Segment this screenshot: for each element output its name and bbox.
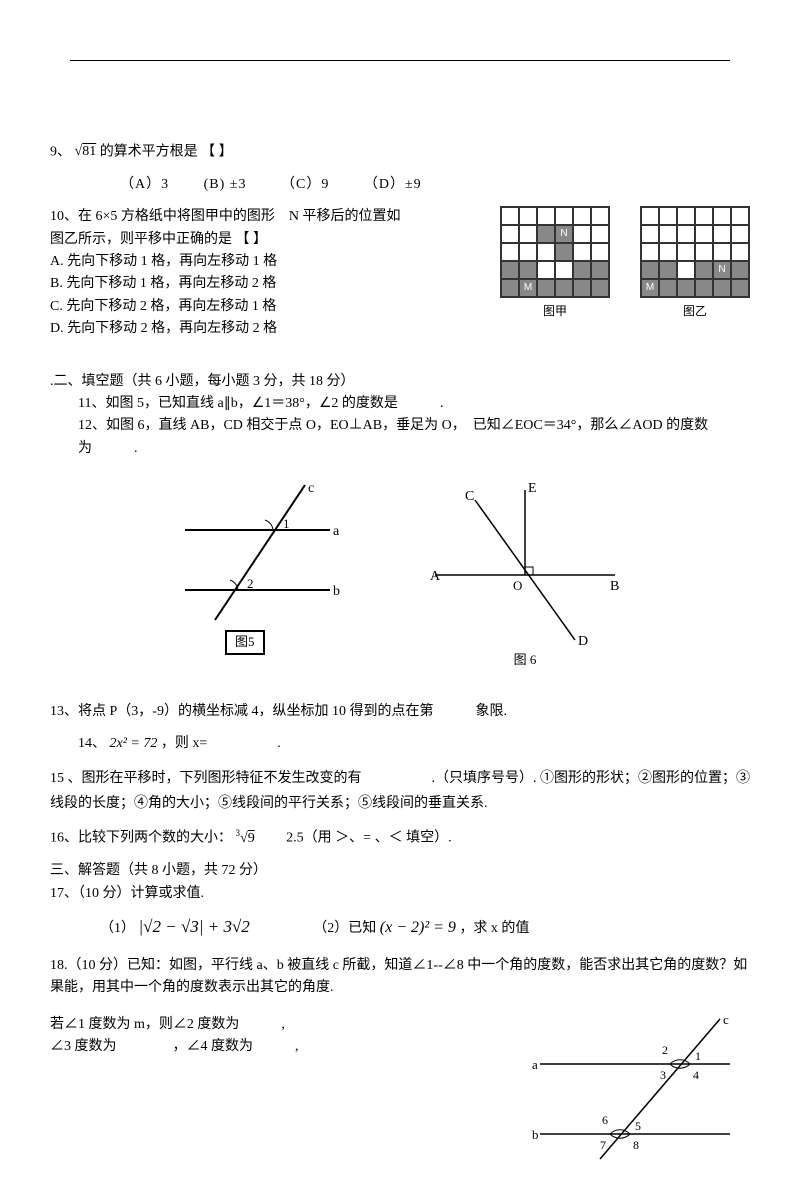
- svg-text:4: 4: [693, 1068, 699, 1082]
- section-3-header: 三、解答题（共 8 小题，共 72 分）: [50, 860, 750, 882]
- svg-text:c: c: [308, 481, 314, 496]
- svg-text:a: a: [532, 1057, 538, 1072]
- question-13: 13、将点 P（3，-9）的横坐标减 4，纵坐标加 10 得到的点在第 象限.: [50, 701, 750, 723]
- q9-stem: 的算术平方根是 【 】: [100, 144, 233, 159]
- cap-jia: 图甲: [500, 302, 610, 321]
- q9-opt-d: （D）±9: [364, 177, 422, 192]
- svg-text:1: 1: [283, 516, 290, 531]
- svg-text:2: 2: [247, 576, 254, 591]
- figure-18: a b c 1 2 3 4 5 6 7 8: [530, 1014, 750, 1164]
- figure-5: a b c 1 2 图5: [175, 480, 345, 671]
- q17-parts: （1） |√2 − √3| + 3√2 （2）已知 (x − 2)² = 9 ，…: [50, 913, 750, 941]
- fig6-caption: 图 6: [425, 650, 625, 671]
- q10-opt-d: D. 先向下移动 2 格，再向左移动 2 格: [50, 318, 480, 340]
- q9-opt-b: (B) ±3: [204, 177, 247, 192]
- question-11: 11、如图 5，已知直线 a∥b，∠1＝38°，∠2 的度数是 .: [50, 393, 750, 415]
- question-10: 10、在 6×5 方格纸中将图甲中的图形 N 平移后的位置如 图乙所示，则平移中…: [50, 206, 480, 340]
- q10-opt-c: C. 先向下移动 2 格，再向左移动 1 格: [50, 296, 480, 318]
- q18-blanks: 若∠1 度数为 m，则∠2 度数为 , ∠3 度数为 ，∠4 度数为 ,: [50, 1014, 510, 1059]
- q10-line1: 10、在 6×5 方格纸中将图甲中的图形 N 平移后的位置如: [50, 206, 480, 228]
- figure-6: A B C D E O 图 6: [425, 480, 625, 671]
- svg-text:2: 2: [662, 1043, 668, 1057]
- question-12: 12、如图 6，直线 AB，CD 相交于点 O，EO⊥AB，垂足为 O， 已知∠…: [50, 415, 750, 460]
- svg-text:c: c: [723, 1014, 729, 1027]
- svg-text:D: D: [578, 634, 588, 649]
- section-2-header: .二、填空题（共 6 小题，每小题 3 分，共 18 分）: [50, 371, 750, 393]
- svg-text:6: 6: [602, 1113, 608, 1127]
- cap-yi: 图乙: [640, 302, 750, 321]
- svg-text:C: C: [465, 489, 474, 504]
- grid-jia: N M: [500, 206, 610, 298]
- question-14: 14、 2x² = 72 ，则 x= .: [50, 733, 750, 755]
- svg-text:7: 7: [600, 1138, 606, 1152]
- svg-text:8: 8: [633, 1138, 639, 1152]
- q9-opt-a: （A）3: [120, 177, 169, 192]
- svg-text:b: b: [333, 584, 340, 599]
- question-17: 17、（10 分）计算或求值.: [50, 883, 750, 905]
- q9-options: （A）3 (B) ±3 （C）9 （D）±9: [50, 174, 750, 196]
- fig5-caption: 图5: [225, 630, 265, 655]
- q10-opt-b: B. 先向下移动 1 格，再向左移动 2 格: [50, 273, 480, 295]
- question-9: 9、 √81 的算术平方根是 【 】: [50, 141, 750, 164]
- svg-text:A: A: [430, 569, 441, 584]
- question-15: 15 、图形在平移时，下列图形特征不发生改变的有 .（只填序号号）. ①图形的形…: [50, 766, 750, 816]
- svg-text:O: O: [513, 578, 522, 593]
- sqrt-81: √81: [75, 141, 97, 163]
- svg-text:E: E: [528, 481, 537, 496]
- cube-root-9: 3√9: [236, 826, 255, 850]
- svg-text:a: a: [333, 524, 340, 539]
- q10-opt-a: A. 先向下移动 1 格，再向左移动 1 格: [50, 251, 480, 273]
- question-18: 18.（10 分）已知：如图，平行线 a、b 被直线 c 所截，知道∠1--∠8…: [50, 955, 750, 1000]
- grid-yi: N M: [640, 206, 750, 298]
- q10-line2: 图乙所示，则平移中正确的是 【 】: [50, 229, 480, 251]
- svg-text:3: 3: [660, 1068, 666, 1082]
- svg-text:5: 5: [635, 1119, 641, 1133]
- svg-text:b: b: [532, 1127, 539, 1142]
- q9-opt-c: （C）9: [281, 177, 329, 192]
- q10-figures: N M 图甲 N M 图乙: [500, 206, 750, 321]
- question-16: 16、比较下列两个数的大小： 3√9 2.5（用 ＞、= 、＜ 填空）.: [50, 826, 750, 850]
- svg-text:B: B: [610, 579, 619, 594]
- q9-prefix: 9、: [50, 144, 71, 159]
- svg-text:1: 1: [695, 1049, 701, 1063]
